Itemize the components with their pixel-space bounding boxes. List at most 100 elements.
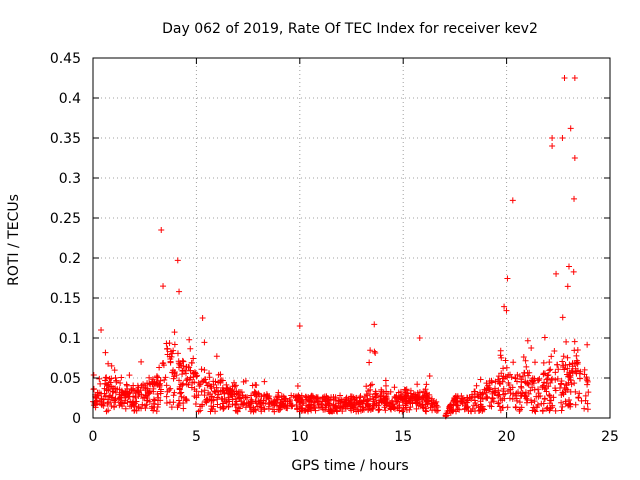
data-point <box>233 398 240 405</box>
data-point <box>517 393 524 400</box>
data-point <box>376 406 383 413</box>
data-point <box>150 400 157 407</box>
data-point <box>378 398 385 405</box>
data-point <box>552 369 559 376</box>
data-point <box>133 407 140 414</box>
y-tick-label: 0.15 <box>50 291 81 307</box>
data-point <box>155 394 162 401</box>
data-point <box>123 381 130 388</box>
data-point <box>561 75 568 81</box>
data-point <box>521 370 528 377</box>
data-point <box>564 283 571 290</box>
data-point <box>519 373 526 380</box>
data-point <box>163 393 170 400</box>
data-point <box>158 227 165 233</box>
data-point <box>320 396 327 403</box>
data-point <box>294 383 301 390</box>
data-point <box>531 407 538 414</box>
data-point <box>160 283 167 290</box>
data-point <box>178 389 185 396</box>
data-point <box>208 403 215 410</box>
data-point <box>146 398 153 405</box>
data-point <box>473 382 480 389</box>
data-point <box>281 395 288 402</box>
data-point <box>459 395 466 402</box>
data-point <box>306 404 313 411</box>
data-point <box>261 378 268 385</box>
data-point <box>171 329 178 336</box>
data-point <box>153 380 160 387</box>
data-point <box>488 379 495 386</box>
data-point <box>524 396 531 403</box>
data-point <box>546 392 553 399</box>
data-point <box>142 387 149 394</box>
data-point <box>132 393 139 400</box>
data-point <box>265 395 272 402</box>
data-point <box>142 405 149 412</box>
data-point <box>474 391 481 398</box>
data-point <box>541 379 548 386</box>
data-point <box>581 366 588 373</box>
data-point <box>256 401 263 408</box>
y-tick-label: 0.1 <box>59 331 81 347</box>
data-point <box>225 403 232 410</box>
data-point <box>381 404 388 411</box>
data-point <box>195 408 202 415</box>
data-point <box>170 392 177 399</box>
data-point <box>135 389 142 396</box>
data-point <box>171 341 178 348</box>
y-tick-label: 0.4 <box>59 91 81 107</box>
data-point <box>566 361 573 368</box>
data-point <box>308 407 315 414</box>
data-point <box>98 395 105 402</box>
data-point <box>369 400 376 407</box>
data-point <box>122 388 129 395</box>
data-point <box>541 334 548 341</box>
data-point <box>584 400 591 407</box>
data-point <box>111 367 118 374</box>
data-point <box>96 375 103 382</box>
data-point <box>323 393 330 400</box>
data-point <box>101 390 108 397</box>
data-point <box>119 399 126 406</box>
data-point <box>501 375 508 382</box>
data-point <box>193 394 200 401</box>
data-point <box>548 397 555 404</box>
data-point <box>330 402 337 409</box>
data-point <box>151 404 158 411</box>
data-point <box>183 396 190 403</box>
data-point <box>226 391 233 398</box>
data-point <box>218 395 225 402</box>
data-point <box>372 350 379 357</box>
data-point <box>399 408 406 415</box>
data-point <box>312 398 319 405</box>
data-point <box>491 389 498 396</box>
data-point <box>261 392 268 399</box>
data-point <box>187 345 194 352</box>
data-point <box>464 404 471 411</box>
data-point <box>196 382 203 389</box>
data-point <box>174 350 181 357</box>
data-point <box>489 395 496 402</box>
data-point <box>251 390 258 397</box>
data-point <box>232 382 239 389</box>
data-point <box>276 394 283 401</box>
data-point <box>571 75 578 81</box>
data-point <box>419 393 426 400</box>
data-point <box>168 404 175 411</box>
data-point <box>130 382 137 389</box>
y-tick-label: 0.05 <box>50 371 81 387</box>
data-point <box>572 388 579 395</box>
data-point <box>444 408 451 415</box>
data-point <box>103 386 110 393</box>
data-point <box>213 384 220 391</box>
data-point <box>574 347 581 354</box>
data-point <box>348 395 355 402</box>
data-point <box>102 377 109 384</box>
data-point <box>447 402 454 409</box>
data-point <box>524 379 531 386</box>
data-point <box>557 380 564 387</box>
data-point <box>343 394 350 401</box>
data-point <box>416 389 423 396</box>
